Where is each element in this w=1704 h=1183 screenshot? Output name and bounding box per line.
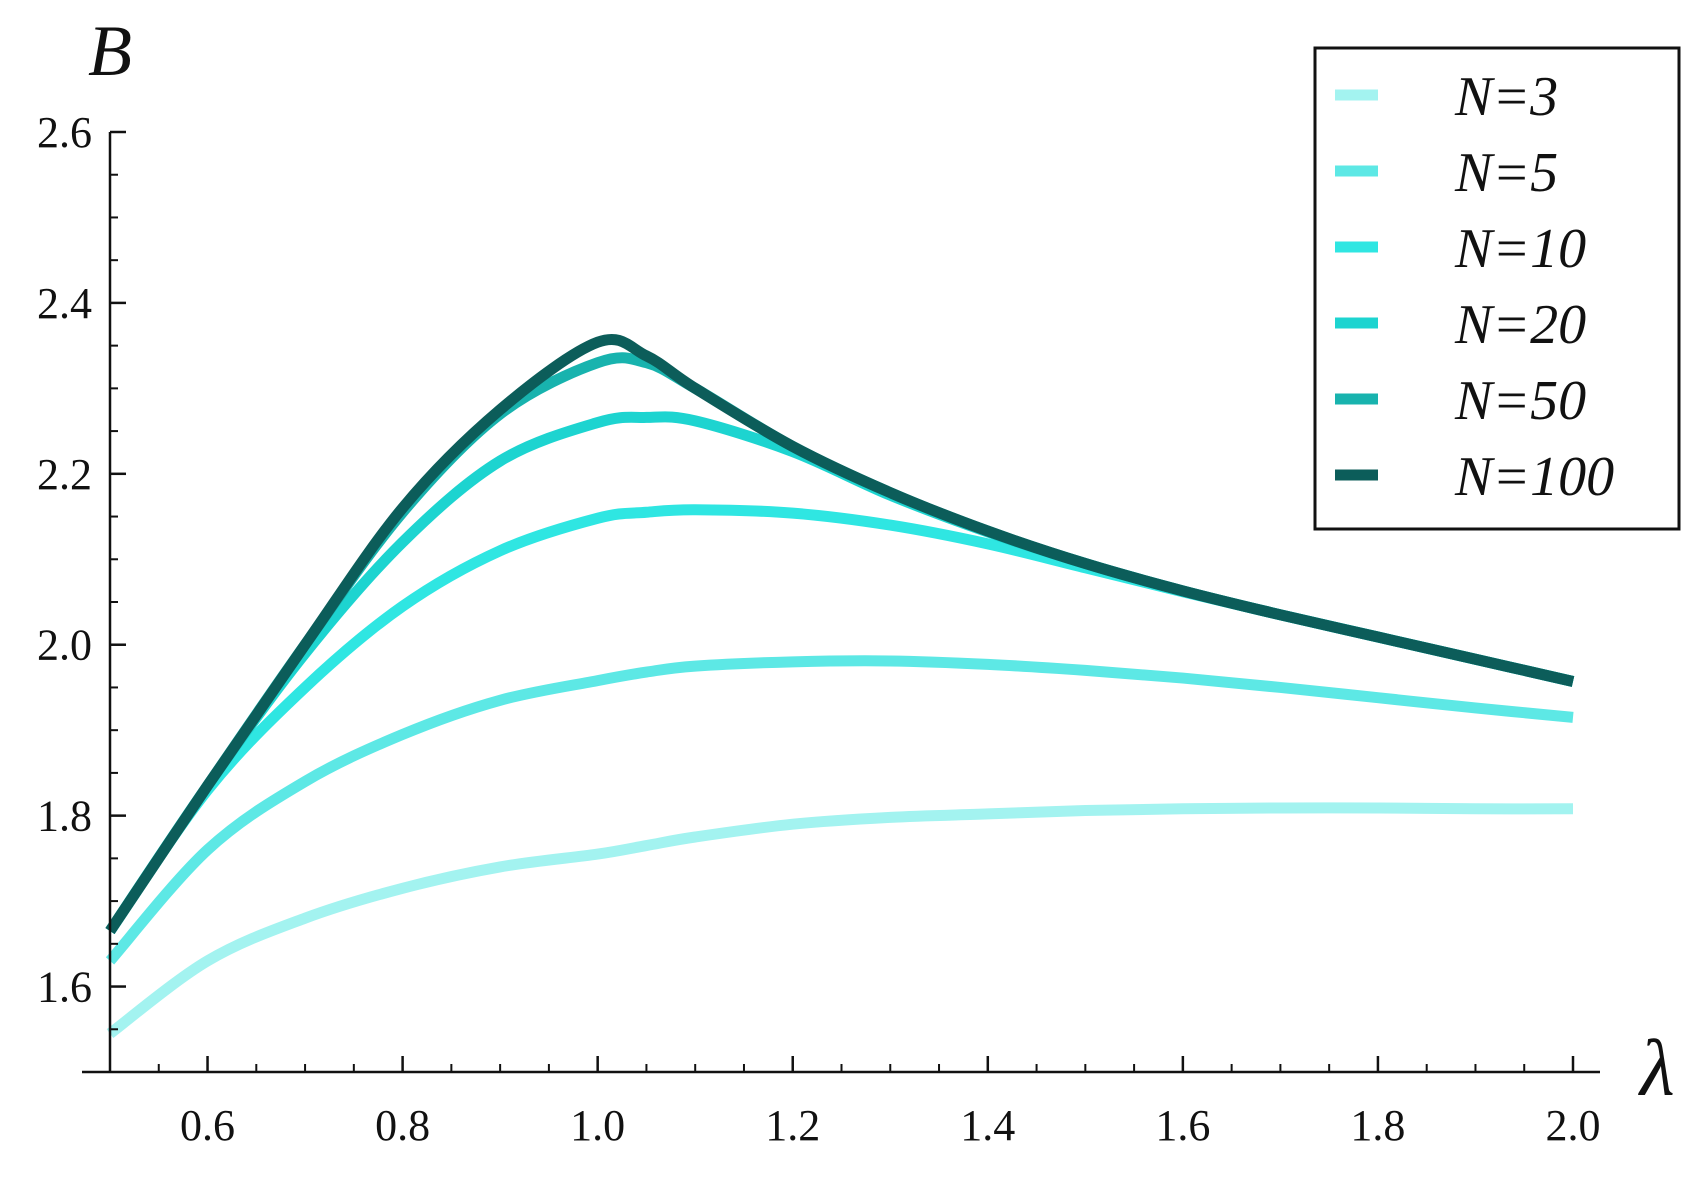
y-tick-label: 2.2 [37, 450, 92, 499]
x-ticks: 0.6 0.8 1.0 1.2 1.4 1.6 1.8 2.0 [157, 1056, 1601, 1150]
legend-label: N=50 [1454, 370, 1586, 432]
legend-label: N=10 [1454, 218, 1586, 280]
legend-label: N=100 [1454, 446, 1614, 508]
x-tick-label: 0.8 [375, 1101, 430, 1150]
legend: N=3 N=5 N=10 N=20 N=50 N=100 [1313, 46, 1681, 531]
y-ticks: 1.6 1.8 2.0 2.2 2.4 2.6 [37, 108, 126, 1031]
series-line-n5 [105, 655, 1574, 965]
series-line-n3 [106, 802, 1574, 1038]
y-tick-label: 2.6 [37, 108, 92, 157]
x-tick-label: 1.2 [765, 1101, 820, 1150]
x-tick-label: 1.8 [1350, 1101, 1405, 1150]
y-tick-label: 2.4 [37, 279, 92, 328]
x-tick-label: 1.6 [1155, 1101, 1210, 1150]
x-tick-label: 1.4 [960, 1101, 1015, 1150]
series-curves [105, 333, 1575, 1038]
legend-label: N=20 [1454, 294, 1586, 356]
series-line-n10 [105, 504, 1575, 935]
y-tick-label: 1.8 [37, 792, 92, 841]
y-tick-label: 1.6 [37, 963, 92, 1012]
y-axis-label: B [88, 11, 132, 91]
legend-label: N=3 [1454, 66, 1558, 128]
x-tick-label: 2.0 [1546, 1101, 1601, 1150]
legend-label: N=5 [1454, 142, 1558, 204]
x-tick-label: 1.0 [570, 1101, 625, 1150]
legend-box [1313, 46, 1681, 531]
series-line-n100 [105, 333, 1575, 935]
x-axis-label: λ [1638, 1025, 1675, 1113]
x-tick-label: 0.6 [180, 1101, 235, 1150]
axes: 1.6 1.8 2.0 2.2 2.4 2.6 0.6 0.8 1.0 1.2 1.4 1.6 1.8… [37, 108, 1601, 1150]
y-tick-label: 2.0 [37, 621, 92, 670]
